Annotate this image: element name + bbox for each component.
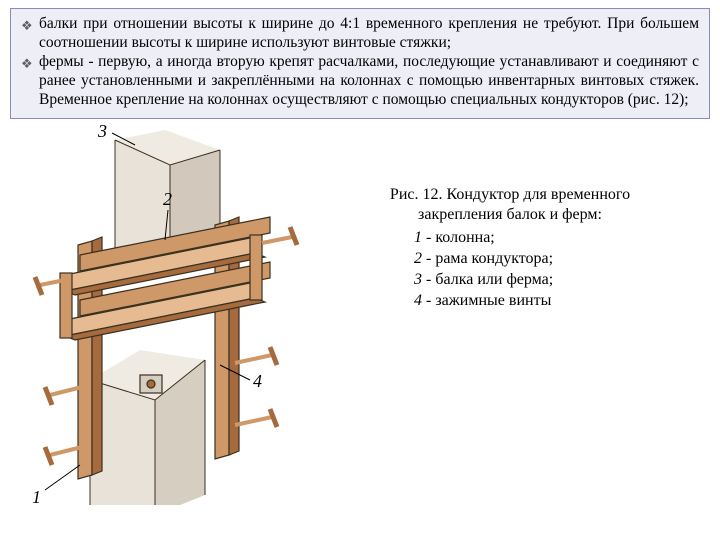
label-3: 3 — [97, 125, 107, 141]
legend-text: - колонна; — [422, 229, 495, 246]
legend-item: 2 - рама кондуктора; — [414, 249, 660, 270]
bullet-item: ❖ фермы - первую, а иногда вторую крепят… — [21, 53, 699, 110]
caption-line-2: закрепления балок и ферм: — [418, 206, 602, 223]
legend-text: - рама кондуктора; — [422, 250, 553, 267]
conductor-diagram: 1 2 3 4 — [20, 125, 350, 505]
legend-item: 4 - зажимные винты — [414, 291, 660, 312]
caption-title: Рис. 12. Кондуктор для временного закреп… — [360, 185, 660, 227]
diamond-bullet-icon: ❖ — [21, 56, 33, 72]
diamond-bullet-icon: ❖ — [21, 18, 33, 34]
caption-legend: 1 - колонна; 2 - рама кондуктора; 3 - ба… — [414, 228, 660, 311]
legend-text: - зажимные винты — [422, 292, 551, 309]
label-2: 2 — [163, 189, 172, 209]
bullet-list: ❖ балки при отношении высоты к ширине до… — [21, 15, 699, 110]
figure-caption: Рис. 12. Кондуктор для временного закреп… — [360, 185, 660, 505]
bullet-text: фермы - первую, а иногда вторую крепят р… — [39, 53, 699, 108]
figure-row: 1 2 3 4 Рис. 12. Кондуктор для временног… — [0, 125, 720, 505]
legend-num: 3 — [414, 271, 422, 288]
lower-column — [90, 350, 205, 505]
caption-line-1: Рис. 12. Кондуктор для временного — [390, 186, 630, 203]
legend-num: 1 — [414, 229, 422, 246]
legend-item: 1 - колонна; — [414, 228, 660, 249]
figure-12: 1 2 3 4 — [20, 125, 350, 505]
callout-box: ❖ балки при отношении высоты к ширине до… — [10, 8, 710, 119]
label-4: 4 — [253, 371, 262, 391]
legend-num: 4 — [414, 292, 422, 309]
bullet-item: ❖ балки при отношении высоты к ширине до… — [21, 15, 699, 53]
legend-item: 3 - балка или ферма; — [414, 270, 660, 291]
legend-text: - балка или ферма; — [422, 271, 553, 288]
bullet-text: балки при отношении высоты к ширине до 4… — [39, 15, 699, 51]
legend-num: 2 — [414, 250, 422, 267]
label-1: 1 — [32, 487, 41, 505]
